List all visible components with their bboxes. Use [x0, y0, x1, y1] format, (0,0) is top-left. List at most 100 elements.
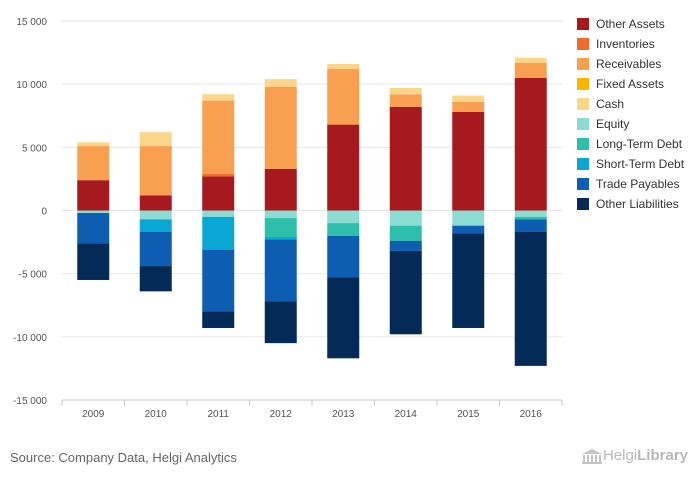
bar-segment-cash-2009 [77, 142, 110, 147]
bar-segment-other-assets-2012 [264, 168, 297, 211]
building-icon [581, 448, 602, 464]
legend-swatch [577, 158, 589, 170]
bar-segment-short-term-debt-2010 [139, 219, 172, 232]
bar-segment-other-assets-2014 [389, 106, 422, 211]
legend-label: Equity [596, 117, 630, 131]
legend-swatch [577, 78, 589, 90]
bar-segment-cash-2012 [264, 79, 297, 87]
bar-segment-other-assets-2015 [452, 111, 485, 211]
bar-segment-other-liabilities-2012 [264, 301, 297, 344]
legend-swatch [577, 138, 589, 150]
helgi-library-logo: Helgi Library [581, 447, 688, 464]
legend-item-short-term-debt: Short-Term Debt [577, 154, 684, 174]
legend-item-other-liabilities: Other Liabilities [577, 194, 684, 214]
bar-segment-equity-2012 [264, 210, 297, 219]
bar-segment-equity-2013 [327, 210, 360, 224]
legend-swatch [577, 18, 589, 30]
bar-segment-other-liabilities-2010 [139, 266, 172, 292]
bar-segment-trade-payables-2016 [514, 219, 547, 232]
bar-segment-receivables-2015 [452, 101, 485, 112]
legend-label: Other Liabilities [596, 197, 679, 211]
x-tick-label-2011: 2011 [207, 409, 229, 420]
bar-segment-other-liabilities-2015 [452, 233, 485, 328]
legend-item-equity: Equity [577, 114, 684, 134]
bar-segment-trade-payables-2011 [202, 249, 235, 312]
y-tick-label: -5 000 [19, 270, 48, 281]
bar-segment-equity-2014 [389, 210, 422, 226]
bar-segment-trade-payables-2015 [452, 225, 485, 234]
bar-segment-other-liabilities-2014 [389, 250, 422, 335]
logo-text-helgi: Helgi [602, 447, 638, 464]
bar-segment-other-assets-2013 [327, 124, 360, 211]
bar-segment-receivables-2010 [139, 146, 172, 196]
bar-segment-receivables-2016 [514, 62, 547, 78]
bar-segment-trade-payables-2009 [77, 213, 110, 244]
bar-segment-long-term-debt-2014 [389, 225, 422, 241]
x-tick-label-2013: 2013 [332, 409, 355, 420]
bar-segment-inventories-2011 [202, 173, 235, 177]
y-tick-label: 0 [41, 207, 47, 218]
legend-label: Trade Payables [596, 177, 680, 191]
x-tick-label-2016: 2016 [520, 409, 543, 420]
bar-segment-long-term-debt-2013 [327, 223, 360, 236]
x-tick-label-2014: 2014 [395, 409, 418, 420]
bar-segment-other-liabilities-2016 [514, 231, 547, 366]
bar-segment-cash-2016 [514, 57, 547, 63]
logo-text-library: Library [637, 447, 688, 464]
bar-segment-other-liabilities-2009 [77, 243, 110, 280]
bar-segment-receivables-2011 [202, 100, 235, 174]
bar-segment-trade-payables-2014 [389, 240, 422, 251]
legend: Other Assets Inventories Receivables Fixed … [577, 14, 684, 214]
bar-segment-other-assets-2011 [202, 176, 235, 211]
legend-label: Long-Term Debt [596, 137, 683, 151]
legend-swatch [577, 98, 589, 110]
bar-segment-equity-2015 [452, 210, 485, 226]
y-tick-label: 5 000 [22, 143, 47, 154]
legend-label: Inventories [596, 37, 655, 51]
bar-segment-trade-payables-2013 [327, 235, 360, 278]
bar-segment-other-liabilities-2013 [327, 277, 360, 359]
bar-segment-trade-payables-2012 [264, 239, 297, 302]
bar-segment-other-liabilities-2011 [202, 311, 235, 328]
y-tick-label: 10 000 [16, 80, 47, 91]
x-tick-label-2015: 2015 [457, 409, 480, 420]
bar-segment-cash-2014 [389, 87, 422, 95]
legend-item-long-term-debt: Long-Term Debt [577, 134, 684, 154]
legend-label: Receivables [596, 57, 662, 71]
bar-segment-receivables-2014 [389, 94, 422, 107]
legend-swatch [577, 38, 589, 50]
legend-label: Other Assets [596, 17, 665, 31]
bar-segment-equity-2009 [77, 210, 110, 214]
x-tick-label-2009: 2009 [82, 409, 105, 420]
bar-segment-cash-2011 [202, 94, 235, 101]
legend-item-other-assets: Other Assets [577, 14, 684, 34]
bar-segment-equity-2011 [202, 210, 235, 217]
bar-segment-equity-2010 [139, 210, 172, 220]
bar-segment-long-term-debt-2016 [514, 216, 547, 220]
legend-swatch [577, 198, 589, 210]
bar-segment-cash-2015 [452, 95, 485, 102]
legend-swatch [577, 58, 589, 70]
y-tick-label: 15 000 [16, 17, 47, 28]
bar-segment-equity-2016 [514, 210, 547, 217]
legend-label: Short-Term Debt [596, 157, 685, 171]
bar-segment-other-assets-2010 [139, 195, 172, 211]
legend-label: Fixed Assets [596, 77, 665, 91]
legend-label: Cash [596, 97, 625, 111]
legend-item-cash: Cash [577, 94, 684, 114]
bar-segment-cash-2010 [139, 132, 172, 147]
x-tick-label-2010: 2010 [145, 409, 168, 420]
legend-item-trade-payables: Trade Payables [577, 174, 684, 194]
legend-swatch [577, 118, 589, 130]
bar-segment-other-assets-2009 [77, 180, 110, 211]
bar-segment-receivables-2009 [77, 146, 110, 181]
legend-swatch [577, 178, 589, 190]
legend-item-receivables: Receivables [577, 54, 684, 74]
x-tick-label-2012: 2012 [270, 409, 293, 420]
bar-segment-other-assets-2016 [514, 77, 547, 211]
bar-segment-short-term-debt-2011 [202, 216, 235, 250]
bar-segment-long-term-debt-2012 [264, 218, 297, 238]
bar-segment-trade-payables-2010 [139, 231, 172, 267]
bar-segment-cash-2013 [327, 63, 360, 70]
